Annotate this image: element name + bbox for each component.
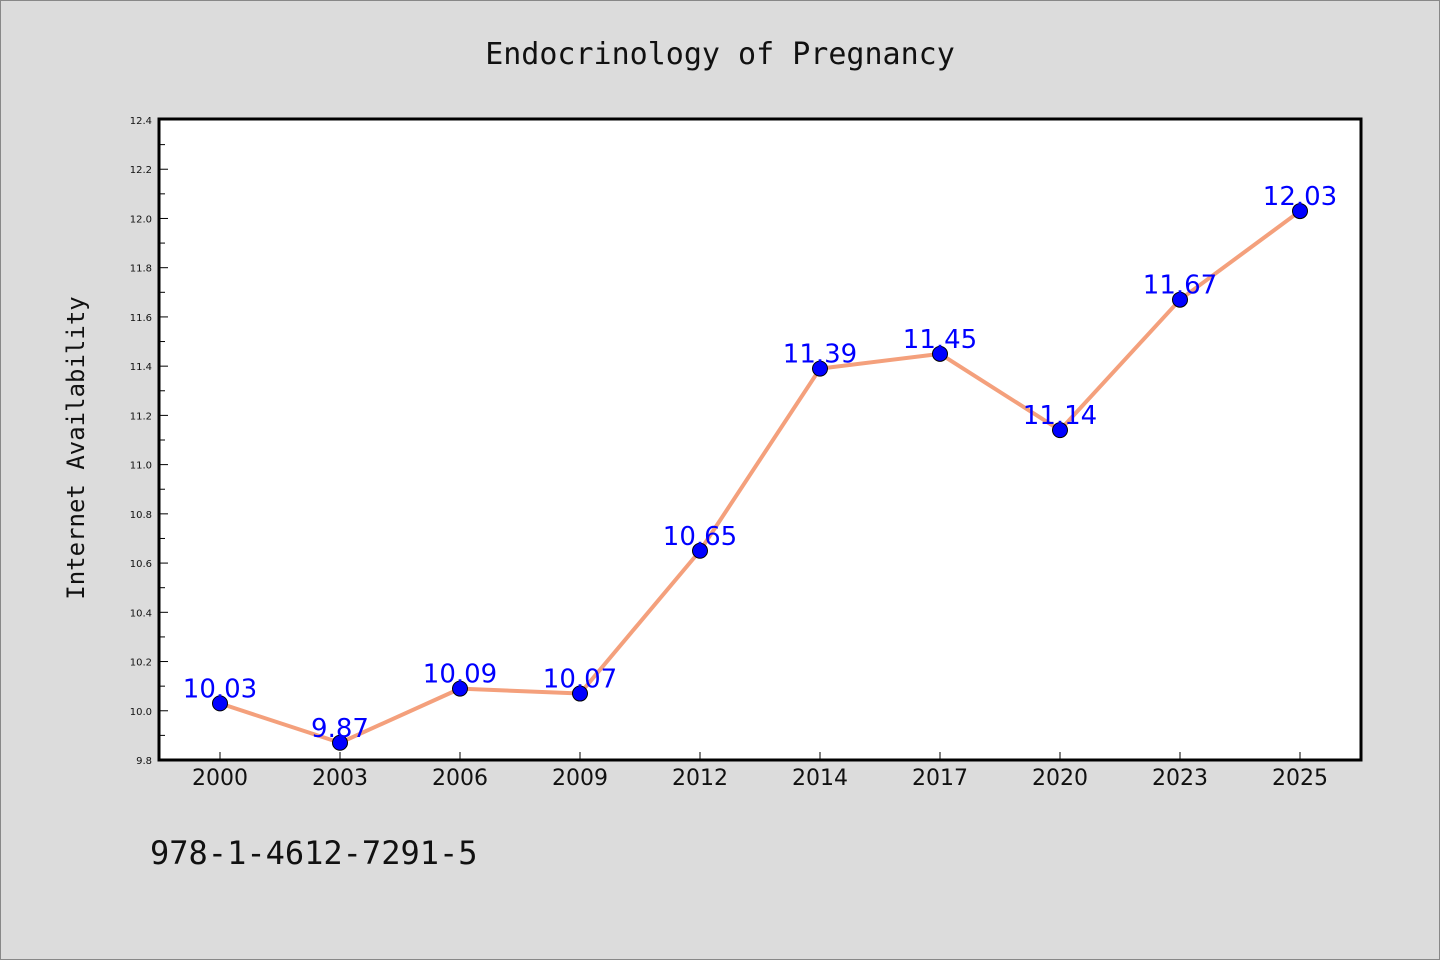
y-tick-label: 10.0 — [130, 707, 152, 718]
data-series — [212, 203, 1308, 751]
y-tick-label: 11.0 — [130, 461, 152, 472]
y-axis-label: Internet Availability — [62, 296, 90, 599]
x-tick-label: 2020 — [1032, 766, 1088, 791]
y-tick-label: 12.4 — [130, 116, 152, 127]
data-point — [692, 542, 708, 559]
data-point — [572, 685, 588, 702]
data-label: 10.09 — [423, 660, 497, 690]
data-label: 9.87 — [311, 714, 369, 744]
x-tick-label: 2014 — [792, 766, 848, 791]
data-point — [812, 360, 828, 377]
data-point — [452, 680, 468, 697]
isbn-text: 978-1-4612-7291-5 — [150, 834, 478, 872]
x-tick-label: 2009 — [552, 766, 608, 791]
x-tick-label: 2000 — [192, 766, 248, 791]
data-label: 11.67 — [1143, 271, 1217, 301]
data-label: 11.14 — [1023, 401, 1097, 431]
data-label: 11.45 — [903, 325, 977, 355]
x-tick-label: 2017 — [912, 766, 968, 791]
y-tick-label: 12.2 — [130, 165, 152, 176]
x-tick-label: 2003 — [312, 766, 368, 791]
x-axis: 2000 2003 2006 2009 2012 2014 2017 2020 2023 2025 — [192, 752, 1328, 791]
y-tick-label: 10.2 — [130, 658, 152, 669]
x-tick-label: 2025 — [1272, 766, 1328, 791]
y-tick-label: 10.8 — [130, 510, 152, 521]
series-line — [219, 209, 1302, 745]
y-axis: 9.8 10.0 10.2 10.4 10.6 10.8 11.0 11.2 11.4 11.6 1… — [130, 116, 168, 767]
data-point — [332, 734, 348, 751]
data-label: 12.03 — [1263, 182, 1337, 212]
y-tick-label: 10.4 — [130, 608, 152, 619]
data-label: 11.39 — [783, 340, 857, 370]
data-point — [1172, 291, 1188, 308]
x-tick-label: 2012 — [672, 766, 728, 791]
data-label: 10.65 — [663, 522, 737, 552]
y-tick-label: 9.8 — [136, 756, 152, 767]
data-point — [932, 345, 948, 362]
data-point — [212, 695, 228, 712]
y-tick-label: 10.6 — [130, 559, 152, 570]
y-tick-label: 11.8 — [130, 264, 152, 275]
data-label: 10.07 — [543, 665, 617, 695]
y-tick-label: 11.4 — [130, 362, 152, 373]
chart-title: Endocrinology of Pregnancy — [485, 37, 955, 72]
y-tick-label: 11.2 — [130, 411, 152, 422]
y-tick-label: 12.0 — [130, 214, 152, 225]
plot-area — [157, 117, 1363, 762]
data-labels: 10.03 9.87 10.09 10.07 10.65 11.39 11.45 11.14 1… — [183, 182, 1337, 744]
data-point — [1052, 422, 1068, 439]
x-tick-label: 2023 — [1152, 766, 1208, 791]
y-tick-label: 11.6 — [130, 313, 152, 324]
data-point — [1292, 203, 1308, 220]
data-label: 10.03 — [183, 674, 257, 704]
x-tick-label: 2006 — [432, 766, 488, 791]
